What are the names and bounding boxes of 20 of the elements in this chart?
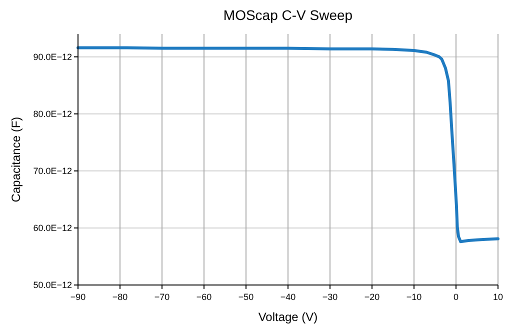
x-tick-label: −20: [364, 292, 380, 302]
x-tick-label: 0: [453, 292, 459, 302]
y-axis-title: Capacitance (F): [9, 116, 23, 202]
x-tick-label: −90: [70, 292, 86, 302]
y-tick-label: 50.0E−12: [33, 280, 72, 290]
y-tick-label: 60.0E−12: [33, 222, 72, 233]
y-tick-label: 70.0E−12: [33, 166, 72, 176]
x-tick-label: −70: [154, 292, 170, 302]
x-tick-label: −30: [322, 292, 338, 302]
y-tick-label: 80.0E−12: [33, 108, 72, 119]
x-tick-label: −80: [112, 292, 128, 302]
line-series: [76, 46, 500, 244]
x-tick-label: 10: [492, 292, 504, 302]
x-tick-label: −50: [238, 292, 254, 302]
x-tick-label: −60: [196, 292, 212, 302]
x-tick-label: −10: [406, 292, 422, 302]
y-tick-label: 90.0E−12: [33, 52, 72, 62]
x-axis-title: Voltage (V): [258, 310, 318, 324]
x-tick-label: −40: [280, 292, 296, 302]
chart-title: MOScap C-V Sweep: [223, 7, 353, 23]
